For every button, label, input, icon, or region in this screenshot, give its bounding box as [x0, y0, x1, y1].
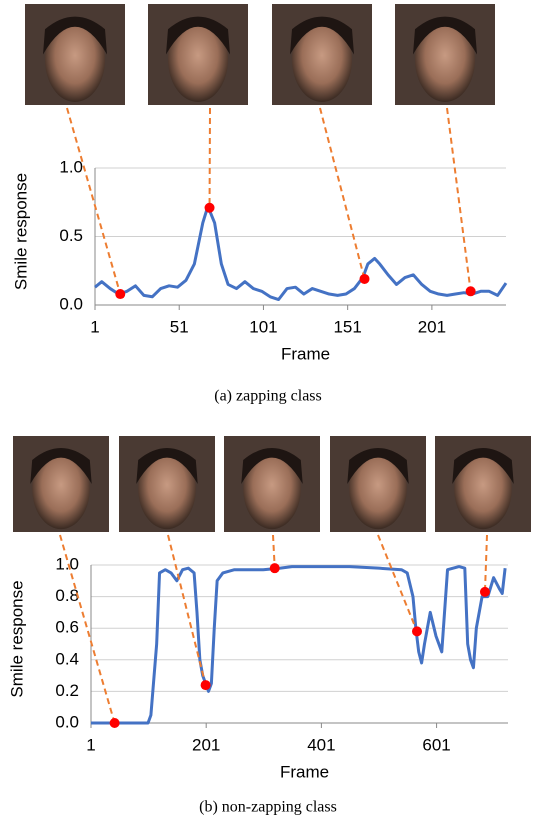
y-tick-label: 0.2 [55, 681, 79, 700]
connector [59, 534, 116, 724]
x-tick-label: 51 [170, 317, 189, 336]
caption: (b) non-zapping class [199, 799, 337, 816]
marker [109, 718, 120, 728]
face [45, 17, 105, 102]
face [243, 448, 301, 530]
line [91, 565, 507, 725]
marker [411, 626, 422, 637]
connector [66, 107, 122, 295]
x-tick-label: 201 [418, 317, 446, 336]
connector [377, 534, 418, 632]
marker [200, 680, 211, 691]
y-tick-label: 0.8 [55, 586, 79, 605]
connector [272, 534, 276, 569]
caption: (a) zapping class [214, 388, 322, 405]
y-tick-label: 0.0 [55, 712, 79, 731]
x-tick-label: 101 [249, 317, 277, 336]
x-tick-label: 201 [192, 735, 220, 754]
connector [319, 107, 366, 280]
hair [241, 448, 303, 484]
line [94, 204, 508, 302]
marker [359, 273, 370, 284]
face [168, 17, 228, 102]
marker [465, 286, 476, 297]
face [292, 17, 352, 102]
face [454, 448, 512, 530]
y-tick-label: 1.0 [55, 554, 79, 573]
hair [347, 448, 409, 484]
y-tick-label: 0.4 [55, 649, 79, 668]
face [32, 448, 90, 530]
y-tick-label: 1.0 [59, 157, 83, 176]
face [138, 448, 196, 530]
x-axis-label: Frame [280, 762, 329, 781]
face [415, 17, 475, 102]
marker [269, 563, 280, 574]
y-tick-label: 0.6 [55, 618, 79, 637]
hair [43, 16, 107, 55]
hair [452, 448, 514, 484]
hair [136, 448, 198, 484]
y-tick-label: 0.5 [59, 226, 83, 245]
face [349, 448, 407, 530]
y-axis-label: Smile response [7, 580, 26, 697]
x-axis-label: Frame [281, 344, 330, 363]
marker [115, 289, 126, 300]
y-tick-label: 0.0 [59, 294, 83, 313]
x-tick-label: 601 [422, 735, 450, 754]
hair [413, 16, 477, 55]
marker [479, 586, 490, 597]
x-tick-label: 1 [86, 735, 95, 754]
y-axis-label: Smile response [11, 173, 30, 290]
hair [166, 16, 230, 55]
x-tick-label: 1 [90, 317, 99, 336]
x-tick-label: 401 [307, 735, 335, 754]
connector [483, 534, 488, 592]
connector [446, 107, 472, 292]
marker [204, 202, 215, 213]
connector [167, 534, 207, 686]
x-tick-label: 151 [333, 317, 361, 336]
hair [30, 448, 92, 484]
hair [290, 16, 354, 55]
